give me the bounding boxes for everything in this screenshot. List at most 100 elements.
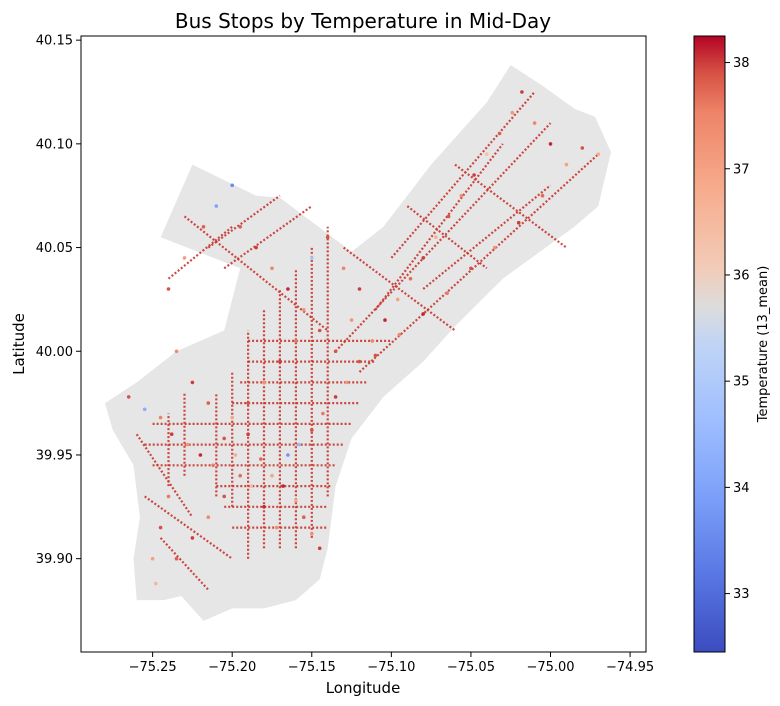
chart-title: Bus Stops by Temperature in Mid-Day: [175, 9, 551, 33]
bus-stop-point: [325, 235, 330, 239]
y-axis-label: Latitude: [10, 313, 28, 375]
bus-stop-point: [206, 515, 211, 519]
bus-stop-point: [190, 380, 195, 385]
y-tick-label: 40.10: [36, 137, 73, 152]
bus-stop-point: [341, 266, 346, 271]
stop-line: [144, 495, 233, 560]
stop-line: [167, 225, 233, 280]
y-tick-label: 40.15: [36, 34, 73, 49]
y-tick-label: 40.00: [36, 345, 73, 360]
bus-stop-point: [286, 453, 290, 457]
bus-stop-point: [154, 581, 158, 586]
bus-stop-point: [349, 318, 354, 322]
city-boundary: [104, 65, 612, 621]
bus-stop-point: [259, 457, 263, 461]
bus-stop-point: [211, 463, 215, 468]
y-axis-ticks: 39.90 39.95 40.00 40.05 40.10 40.15: [36, 34, 81, 567]
x-tick-label: −74.95: [606, 660, 654, 675]
bus-stop-point: [230, 183, 234, 188]
bus-stop-point: [270, 266, 274, 271]
bus-stop-point: [297, 442, 301, 447]
bus-stop-point: [421, 312, 426, 316]
stop-line: [390, 91, 536, 259]
bus-stop-point: [333, 349, 338, 354]
bus-stop-point: [493, 245, 497, 250]
bus-stop-point: [249, 484, 254, 488]
bus-stop-point: [345, 380, 349, 385]
bus-stop-point: [485, 152, 489, 156]
bus-stop-point: [472, 173, 476, 177]
x-tick-label: −75.25: [129, 660, 177, 675]
bus-stop-point: [246, 401, 250, 405]
bus-stop-point: [262, 505, 266, 509]
bus-stop-point: [169, 432, 174, 437]
stop-line: [406, 205, 488, 270]
x-tick-label: −75.15: [288, 660, 336, 675]
bus-stop-point: [395, 297, 400, 302]
x-axis-ticks: −75.25 −75.20 −75.15 −75.10 −75.05 −75.00 −74.…: [129, 652, 654, 675]
bus-stop-point: [310, 428, 314, 432]
bus-stop-point: [190, 536, 195, 540]
plot-frame: [80, 35, 647, 653]
stop-line: [135, 433, 194, 518]
bus-stop-point: [357, 359, 362, 364]
bus-stop-point: [185, 442, 190, 447]
bus-stop-point: [357, 287, 362, 291]
x-tick-label: −75.00: [526, 660, 574, 675]
bus-stop-point: [310, 256, 314, 260]
bus-stop-point: [497, 131, 502, 136]
bus-stop-point: [310, 532, 314, 536]
bus-stop-point: [333, 395, 338, 399]
bus-stop-point: [564, 162, 569, 167]
bus-stop-point: [222, 494, 226, 499]
bus-stop-point: [270, 473, 274, 478]
bus-stop-point: [182, 256, 187, 260]
bus-stop-point: [580, 146, 585, 150]
stop-line: [422, 184, 552, 290]
bus-stop-point: [408, 276, 413, 281]
colorbar-tick-label: 36: [733, 268, 750, 283]
bus-stop-point: [238, 473, 242, 478]
bus-stop-point: [198, 453, 203, 457]
bus-stop-point: [302, 515, 306, 519]
x-tick-label: −75.20: [208, 660, 256, 675]
bus-stop-point: [158, 415, 163, 420]
bus-stop-point: [321, 411, 325, 416]
stop-line: [207, 194, 281, 249]
bus-stop-point: [294, 339, 298, 343]
bus-stop-point: [397, 332, 402, 337]
bus-stop-point: [174, 556, 179, 561]
bus-stop-point: [214, 204, 219, 208]
bus-stop-point: [434, 235, 438, 239]
bus-stop-point: [317, 546, 322, 551]
bus-stop-point: [421, 256, 426, 260]
colorbar-label: Temperature (13_mean): [756, 266, 771, 424]
bus-stop-point: [281, 484, 285, 488]
x-tick-label: −75.05: [447, 660, 495, 675]
x-axis-label: Longitude: [326, 679, 401, 697]
bus-stop-point: [222, 436, 226, 441]
bus-stop-point: [142, 407, 147, 412]
bus-stop-point: [278, 359, 282, 364]
bus-stop-point: [532, 121, 537, 125]
stop-line: [374, 143, 504, 311]
stop-line: [342, 246, 456, 332]
bus-stop-point: [469, 266, 473, 271]
bus-stop-point: [206, 401, 211, 405]
bus-stop-point: [446, 214, 451, 219]
bus-stop-point: [233, 453, 238, 457]
bus-stop-point: [445, 291, 449, 296]
y-tick-label: 39.90: [36, 552, 73, 567]
bus-stop-point: [596, 152, 601, 156]
bus-stop-point: [373, 353, 378, 358]
bus-stop-point: [166, 287, 171, 291]
colorbar-ticks: 33 34 35 36 37 38: [725, 56, 750, 602]
bus-stop-point: [317, 328, 322, 333]
bus-stop-point: [383, 318, 387, 322]
bus-stop-points: [126, 90, 601, 586]
stop-line: [223, 205, 313, 270]
colorbar: [693, 35, 726, 653]
colorbar-tick-label: 37: [733, 162, 750, 177]
colorbar-tick-label: 33: [733, 587, 750, 602]
